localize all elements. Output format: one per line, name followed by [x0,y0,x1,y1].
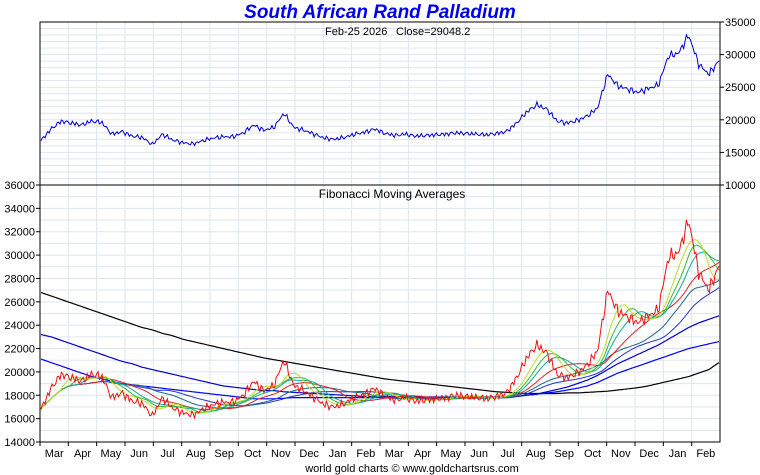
top-y-axis: 10000 15000 20000 25000 30000 35000 [720,17,756,192]
ma-line-ma-34 [40,279,720,410]
footer-credit: world gold charts © www.goldchartsrus.co… [304,463,519,475]
ma-line-ma-21 [40,261,720,411]
x-tick-label-oct: Oct [584,448,601,460]
bottom-ma-lines [40,219,720,420]
x-tick-label-jul: Jul [500,448,514,460]
top-panel-grid [40,22,721,185]
x-tick-label-feb: Feb [356,448,375,460]
x-tick-label-dec: Dec [639,448,659,460]
y-tick-label: 30000 [4,250,35,262]
y-tick-label: 28000 [4,273,35,285]
ma-line-ma-13 [40,251,720,412]
x-tick-label-dec: Dec [299,448,319,460]
bottom-panel-grid [40,185,721,442]
y-tick-label: 22000 [4,344,35,356]
y-tick-label: 15000 [725,147,756,159]
y-tick-label: 14000 [4,437,35,449]
y-tick-label: 35000 [725,17,756,29]
y-tick-label: 36000 [4,180,35,192]
x-tick-label-nov: Nov [271,448,291,460]
y-tick-label: 10000 [725,180,756,192]
subtitle-close: Close=29048.2 [396,26,470,38]
x-tick-label-oct: Oct [244,448,261,460]
top-price-lines [40,33,720,147]
x-tick-label-mar: Mar [45,448,64,460]
x-tick-label-jul: Jul [160,448,174,460]
x-tick-label-apr: Apr [414,448,431,460]
x-tick-label-jun: Jun [470,448,488,460]
y-tick-label: 32000 [4,227,35,239]
price-line [40,33,720,147]
x-tick-label-may: May [440,448,461,460]
x-tick-label-mar: Mar [385,448,404,460]
ma-line-ma-89 [40,340,720,400]
y-tick-label: 16000 [4,414,35,426]
y-tick-label: 30000 [725,50,756,62]
x-tick-label-sep: Sep [214,448,234,460]
y-tick-label: 34000 [4,203,35,215]
y-tick-label: 18000 [4,390,35,402]
x-tick-label-jun: Jun [130,448,148,460]
y-tick-label: 25000 [725,82,756,94]
y-tick-label: 20000 [4,367,35,379]
x-tick-label-may: May [100,448,121,460]
subtitle-date: Feb-25 2026 [325,26,387,38]
chart-title: South African Rand Palladium [244,2,516,23]
x-tick-label-apr: Apr [74,448,91,460]
x-tick-label-jan: Jan [329,448,347,460]
x-tick-label-sep: Sep [554,448,574,460]
x-tick-label-aug: Aug [526,448,546,460]
ma-line-ma-233 [40,291,720,395]
x-tick-label-feb: Feb [696,448,715,460]
x-axis: Mar Apr May Jun Jul Aug Sep Oct Nov Dec Jan Feb Mar A… [39,442,715,460]
y-tick-label: 26000 [4,297,35,309]
ma-panel-title: Fibonacci Moving Averages [319,187,466,201]
bottom-y-axis: 14000 16000 18000 20000 22000 24000 26000 28000… [4,180,40,449]
y-tick-label: 20000 [725,115,756,127]
y-tick-label: 24000 [4,320,35,332]
price-line-red [40,219,720,420]
x-tick-label-nov: Nov [611,448,631,460]
x-tick-label-jan: Jan [669,448,687,460]
x-tick-label-aug: Aug [186,448,206,460]
